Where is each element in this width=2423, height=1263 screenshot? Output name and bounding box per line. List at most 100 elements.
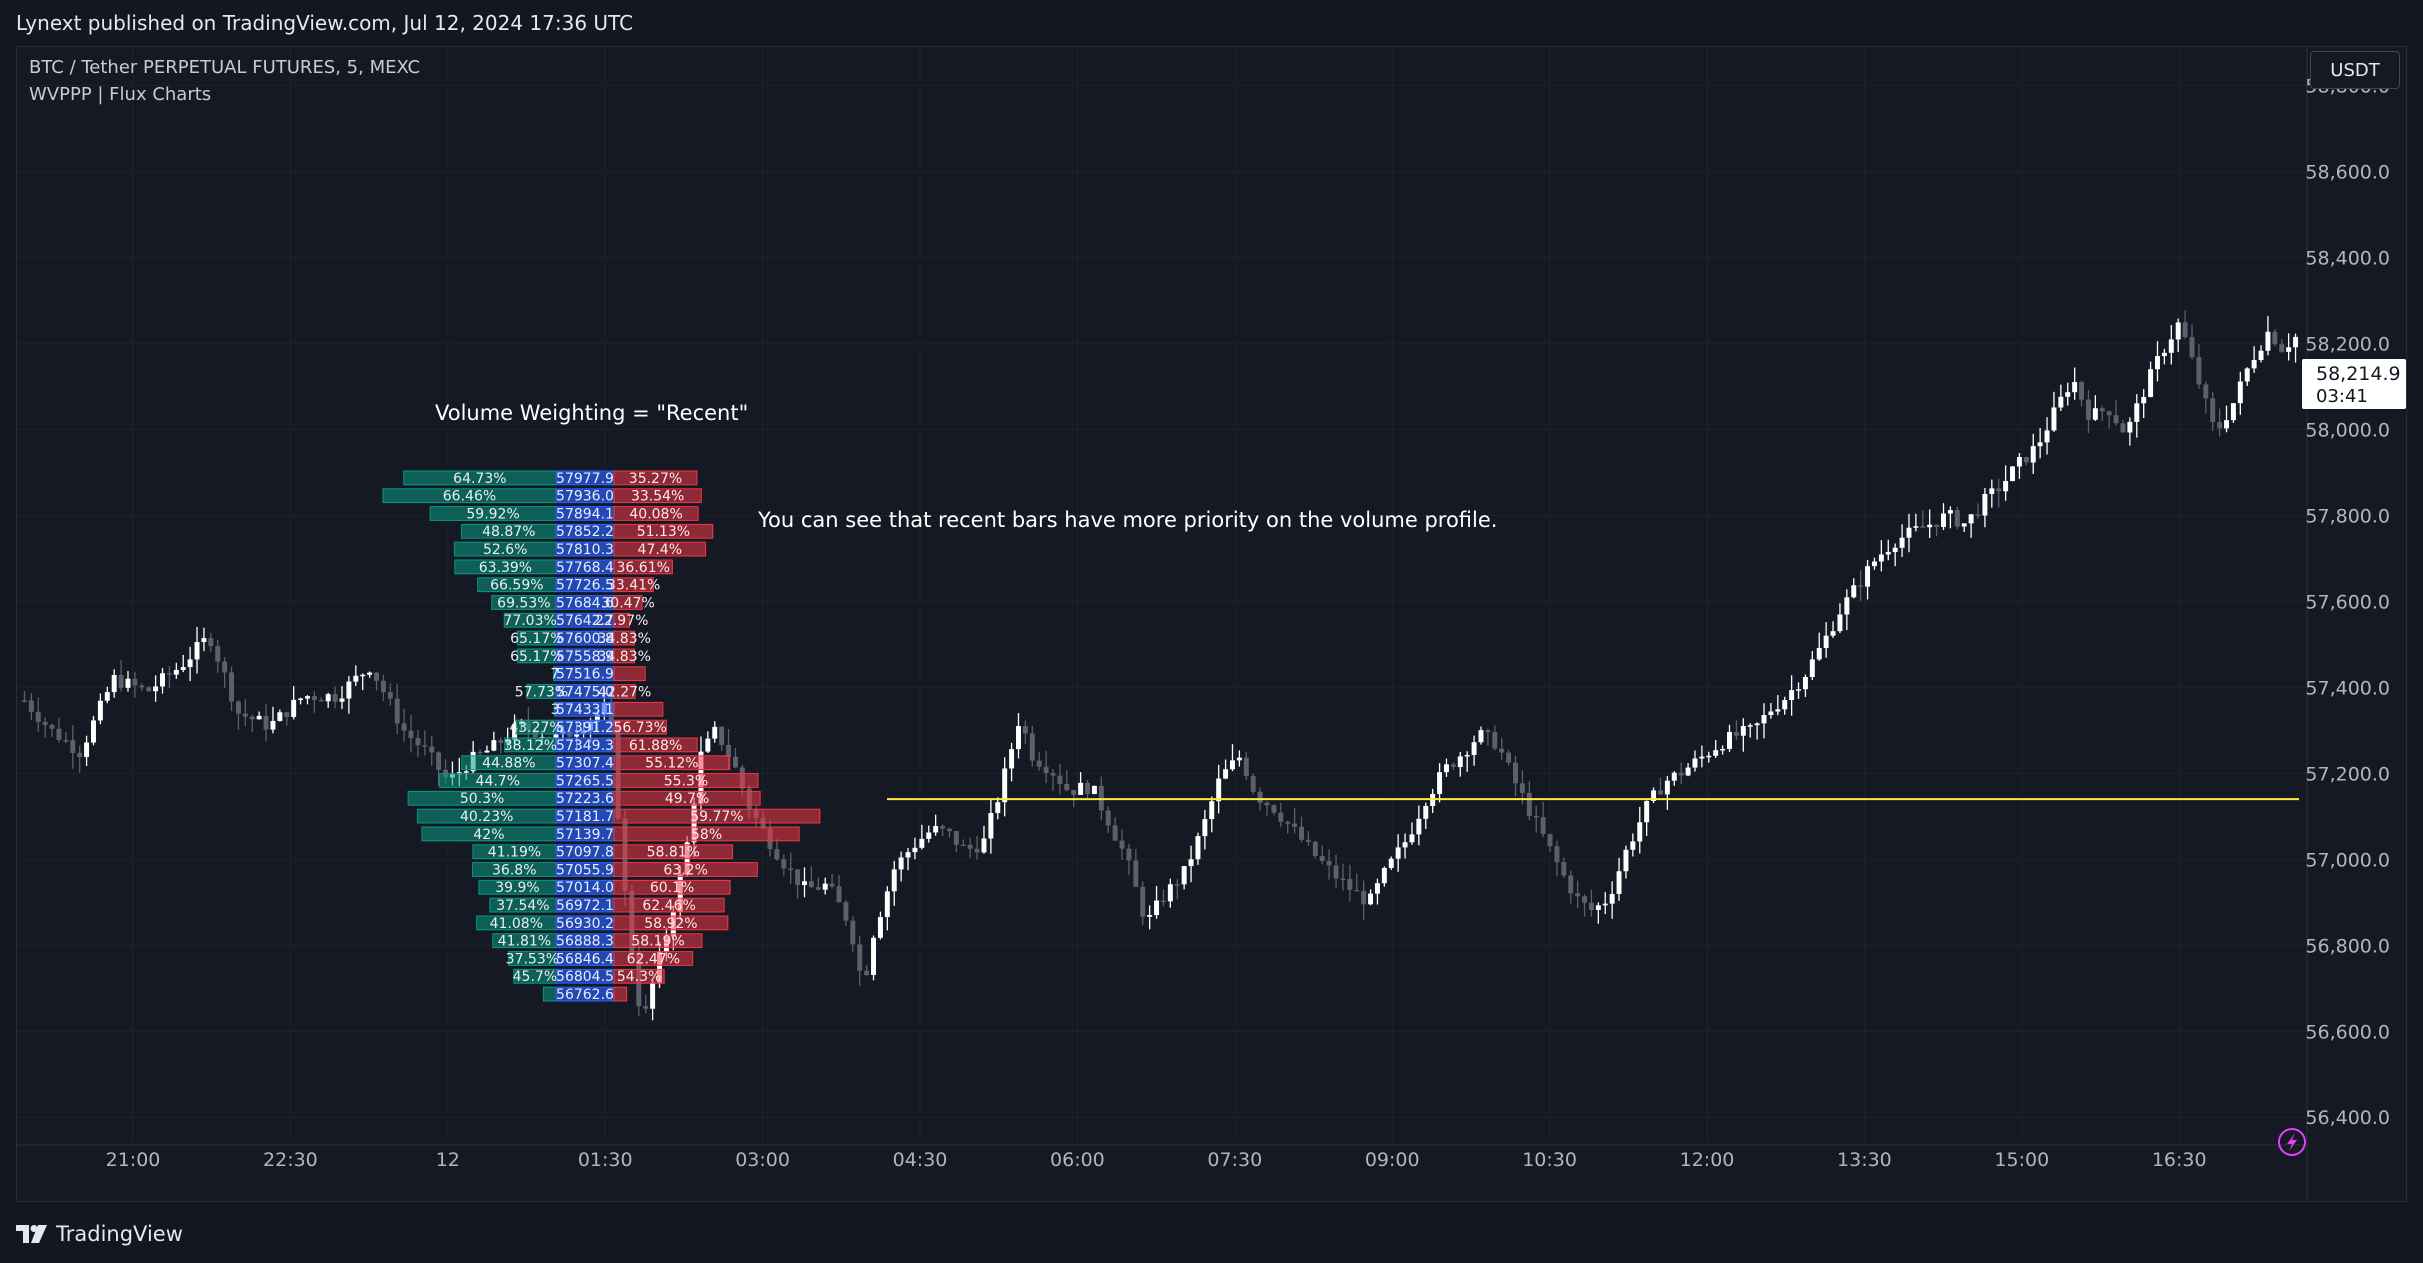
bullish-candle[interactable]	[2286, 347, 2292, 352]
bearish-candle[interactable]	[1354, 889, 1360, 892]
bullish-candle[interactable]	[877, 917, 883, 938]
bullish-candle[interactable]	[2016, 457, 2022, 467]
bullish-candle[interactable]	[256, 715, 262, 720]
bullish-candle[interactable]	[1181, 866, 1187, 885]
bullish-candle[interactable]	[1699, 756, 1705, 759]
bearish-candle[interactable]	[1250, 776, 1256, 792]
bullish-candle[interactable]	[1961, 523, 1967, 527]
bearish-candle[interactable]	[2085, 399, 2091, 420]
bullish-candle[interactable]	[491, 740, 497, 751]
bullish-candle[interactable]	[325, 694, 331, 702]
bullish-candle[interactable]	[574, 733, 580, 737]
bullish-candle[interactable]	[1637, 822, 1643, 842]
bullish-candle[interactable]	[1727, 731, 1732, 749]
bearish-candle[interactable]	[263, 715, 269, 730]
bearish-candle[interactable]	[1347, 878, 1353, 890]
bullish-candle[interactable]	[1713, 750, 1719, 756]
bullish-candle[interactable]	[1802, 677, 1808, 690]
bullish-candle[interactable]	[1595, 905, 1601, 910]
bullish-candle[interactable]	[1685, 767, 1691, 776]
bearish-candle[interactable]	[1085, 782, 1091, 794]
bearish-candle[interactable]	[1678, 772, 1684, 776]
bearish-candle[interactable]	[49, 724, 55, 729]
bearish-candle[interactable]	[1533, 815, 1539, 818]
bullish-candle[interactable]	[981, 838, 987, 853]
bearish-candle[interactable]	[1450, 764, 1456, 768]
bullish-candle[interactable]	[367, 672, 373, 675]
bullish-candle[interactable]	[2134, 403, 2140, 422]
bullish-candle[interactable]	[1009, 749, 1015, 769]
bullish-candle[interactable]	[1216, 778, 1222, 802]
bearish-candle[interactable]	[643, 1006, 649, 1009]
bullish-candle[interactable]	[97, 700, 103, 721]
bullish-candle[interactable]	[1837, 614, 1843, 632]
bullish-candle[interactable]	[194, 642, 200, 660]
bearish-candle[interactable]	[1064, 783, 1070, 791]
bullish-candle[interactable]	[512, 724, 518, 740]
bearish-candle[interactable]	[615, 724, 621, 819]
bullish-candle[interactable]	[1609, 893, 1615, 904]
bullish-candle[interactable]	[1651, 790, 1657, 801]
bearish-candle[interactable]	[1492, 732, 1498, 749]
bullish-candle[interactable]	[125, 678, 131, 688]
bullish-candle[interactable]	[111, 675, 117, 693]
bullish-candle[interactable]	[1968, 514, 1974, 524]
bullish-candle[interactable]	[871, 937, 877, 975]
bearish-candle[interactable]	[1312, 841, 1318, 857]
bearish-candle[interactable]	[1112, 825, 1118, 841]
bullish-candle[interactable]	[1423, 805, 1429, 819]
bullish-candle[interactable]	[1229, 760, 1235, 770]
bearish-candle[interactable]	[1588, 902, 1594, 910]
bearish-candle[interactable]	[1554, 846, 1560, 863]
bearish-candle[interactable]	[2106, 411, 2112, 416]
bullish-candle[interactable]	[912, 847, 918, 853]
bullish-candle[interactable]	[1002, 768, 1008, 803]
bearish-candle[interactable]	[42, 721, 48, 725]
bullish-candle[interactable]	[1016, 726, 1021, 750]
bullish-candle[interactable]	[2161, 352, 2167, 357]
bearish-candle[interactable]	[1934, 524, 1940, 527]
bullish-candle[interactable]	[2058, 396, 2064, 408]
bearish-candle[interactable]	[401, 723, 407, 731]
bullish-candle[interactable]	[346, 681, 352, 699]
bearish-candle[interactable]	[1140, 886, 1146, 917]
bearish-candle[interactable]	[394, 698, 400, 724]
indicator-title[interactable]: WVPPP | Flux Charts	[29, 84, 212, 105]
bearish-candle[interactable]	[960, 844, 966, 847]
bearish-candle[interactable]	[1319, 856, 1325, 862]
bearish-candle[interactable]	[1050, 773, 1056, 776]
bearish-candle[interactable]	[222, 661, 228, 673]
bullish-candle[interactable]	[2148, 369, 2154, 398]
bearish-candle[interactable]	[808, 881, 814, 888]
bearish-candle[interactable]	[1257, 791, 1263, 803]
bearish-candle[interactable]	[1513, 762, 1518, 784]
bearish-candle[interactable]	[1547, 834, 1553, 847]
bearish-candle[interactable]	[2182, 322, 2188, 338]
bearish-candle[interactable]	[1299, 826, 1304, 840]
bearish-candle[interactable]	[864, 970, 870, 975]
bearish-candle[interactable]	[1582, 896, 1588, 903]
bearish-candle[interactable]	[2099, 408, 2105, 412]
bullish-candle[interactable]	[1885, 552, 1891, 555]
bullish-candle[interactable]	[2155, 356, 2160, 370]
bearish-candle[interactable]	[2272, 331, 2278, 345]
price-chart-svg[interactable]: 58,800.058,600.058,400.058,200.058,000.0…	[17, 47, 2408, 1203]
bullish-candle[interactable]	[2127, 421, 2133, 433]
bearish-candle[interactable]	[1568, 875, 1574, 894]
bullish-candle[interactable]	[1388, 858, 1394, 868]
bullish-candle[interactable]	[187, 659, 193, 668]
bullish-candle[interactable]	[1471, 742, 1477, 755]
bullish-candle[interactable]	[1154, 900, 1160, 916]
symbol-title[interactable]: BTC / Tether PERPETUAL FUTURES, 5, MEXC	[29, 57, 421, 78]
bullish-candle[interactable]	[898, 857, 904, 870]
bearish-candle[interactable]	[2113, 415, 2119, 424]
bullish-candle[interactable]	[2293, 336, 2299, 348]
bearish-candle[interactable]	[380, 680, 386, 693]
bearish-candle[interactable]	[28, 700, 34, 712]
bearish-candle[interactable]	[2217, 422, 2223, 429]
bullish-candle[interactable]	[291, 699, 297, 717]
bullish-candle[interactable]	[1941, 513, 1946, 527]
bullish-candle[interactable]	[304, 696, 310, 699]
bullish-candle[interactable]	[2065, 392, 2071, 397]
bullish-candle[interactable]	[339, 698, 345, 702]
